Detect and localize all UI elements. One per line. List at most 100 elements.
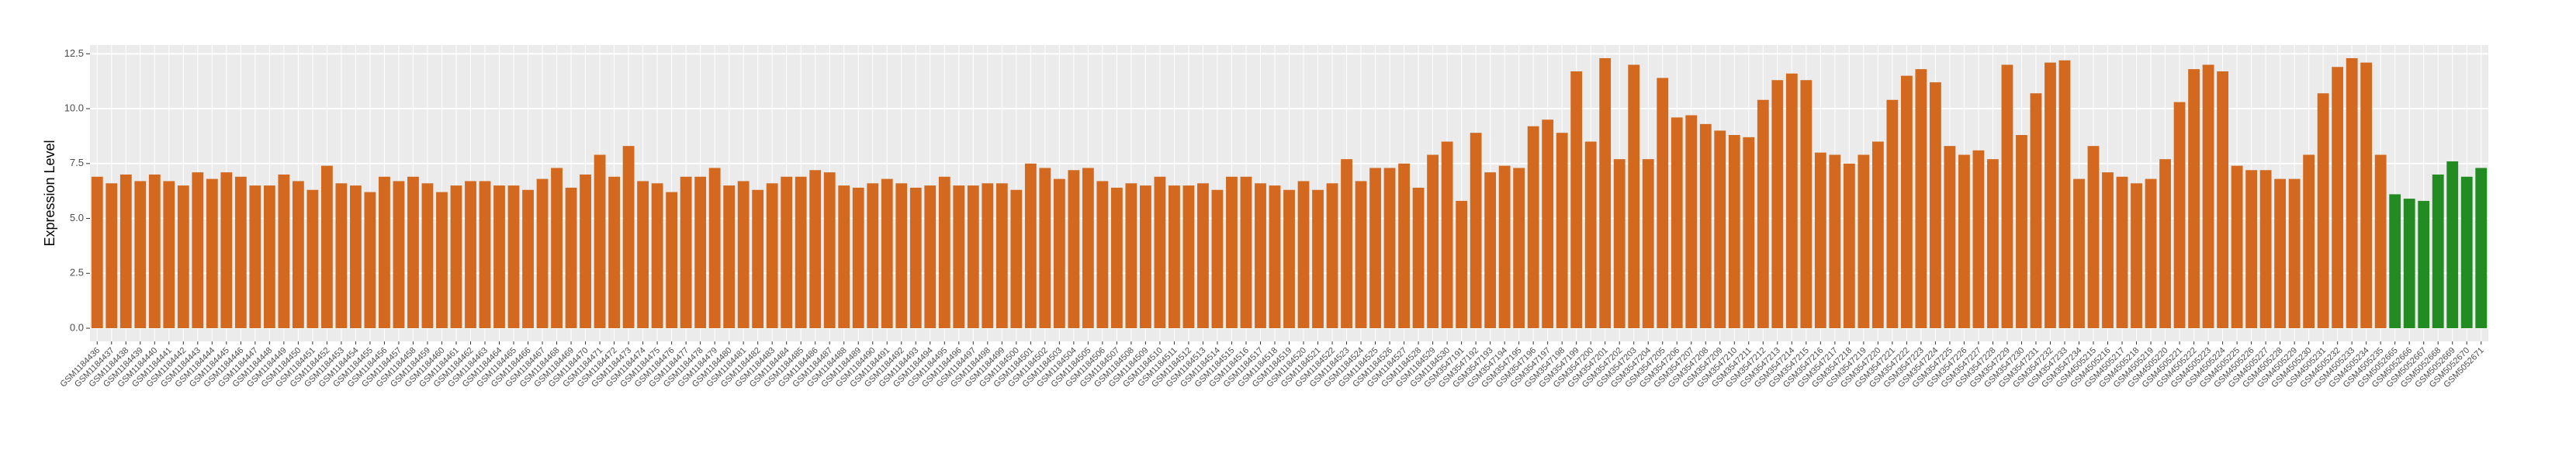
bar	[1599, 57, 1612, 329]
bar	[2131, 183, 2142, 329]
bar	[1800, 80, 1813, 329]
bar	[881, 178, 893, 329]
bar	[1110, 187, 1123, 329]
bar	[1930, 82, 1941, 329]
bar	[1010, 189, 1023, 329]
bar	[694, 176, 707, 329]
bar	[1958, 154, 1970, 329]
bar	[1671, 117, 1683, 329]
bar	[320, 165, 333, 329]
bar	[119, 174, 132, 329]
bar	[379, 176, 390, 329]
bar	[2058, 60, 2071, 329]
y-tick-label: 5.0	[70, 212, 84, 223]
bar	[1082, 168, 1094, 329]
bar	[995, 183, 1008, 329]
bar	[551, 168, 563, 329]
bar	[1125, 183, 1137, 329]
bar	[1255, 183, 1266, 329]
bar	[106, 183, 118, 329]
bar	[723, 185, 736, 329]
bar	[565, 187, 577, 329]
bar	[220, 172, 233, 329]
bar	[263, 185, 275, 329]
bar	[1096, 181, 1109, 329]
bar	[781, 176, 793, 329]
bar	[1685, 115, 1698, 329]
bar	[2030, 93, 2042, 329]
bar	[2245, 170, 2258, 329]
bar	[2432, 174, 2444, 329]
bar	[2475, 168, 2488, 329]
bar	[364, 192, 376, 329]
bar	[795, 176, 807, 329]
y-tick-label: 0.0	[70, 321, 84, 333]
bar	[1182, 185, 1195, 329]
bar	[234, 176, 247, 329]
bar	[163, 181, 175, 329]
bar	[1068, 170, 1080, 329]
bar	[192, 172, 204, 329]
bar	[909, 187, 922, 329]
bar	[1312, 189, 1324, 329]
bar	[2446, 161, 2459, 329]
bar	[1169, 185, 1180, 329]
bar	[737, 181, 750, 329]
bar	[666, 192, 678, 329]
bar	[2217, 71, 2228, 329]
bar	[1154, 176, 1166, 329]
bar	[752, 189, 764, 329]
bar	[2045, 62, 2056, 329]
bar	[2288, 178, 2301, 329]
bar	[982, 183, 994, 329]
bar	[580, 174, 591, 329]
bar	[708, 168, 721, 329]
y-tick-label: 12.5	[64, 47, 84, 59]
bar	[2274, 178, 2287, 329]
bar	[766, 183, 778, 329]
bar	[2202, 64, 2214, 329]
bar	[2231, 165, 2243, 329]
bar	[622, 146, 635, 329]
bar	[1915, 69, 1927, 329]
bar	[1498, 165, 1511, 329]
bar	[938, 176, 950, 329]
bar	[2374, 154, 2387, 329]
y-tick-label: 2.5	[70, 267, 84, 279]
bar	[2360, 62, 2373, 329]
bar	[1714, 130, 1726, 329]
bar	[2073, 178, 2085, 329]
y-tick-label: 7.5	[70, 157, 84, 168]
bar	[1972, 150, 1985, 329]
bar	[1657, 78, 1669, 329]
bar	[407, 176, 419, 329]
bar	[2016, 135, 2027, 329]
bar	[2418, 200, 2430, 329]
bar	[1211, 189, 1224, 329]
bar	[1642, 159, 1654, 329]
bar	[1785, 73, 1798, 329]
bar	[522, 189, 534, 329]
bar	[1456, 200, 1468, 329]
bar	[1383, 168, 1396, 329]
bar	[2403, 199, 2415, 329]
bar	[1858, 154, 1870, 329]
bar	[507, 185, 520, 329]
bar	[1024, 163, 1037, 329]
bar	[1039, 168, 1051, 329]
bar	[2116, 176, 2128, 329]
bar	[1355, 181, 1367, 329]
bar	[1584, 141, 1597, 329]
bar	[838, 185, 850, 329]
bar	[2159, 159, 2171, 329]
bar	[493, 185, 505, 329]
bar	[1053, 178, 1065, 329]
bar	[1542, 119, 1554, 329]
bar	[134, 181, 147, 329]
bar	[278, 174, 290, 329]
bar	[393, 181, 405, 329]
bar	[2188, 69, 2200, 329]
bar	[651, 183, 663, 329]
bar	[148, 174, 161, 329]
bar	[1743, 137, 1755, 329]
